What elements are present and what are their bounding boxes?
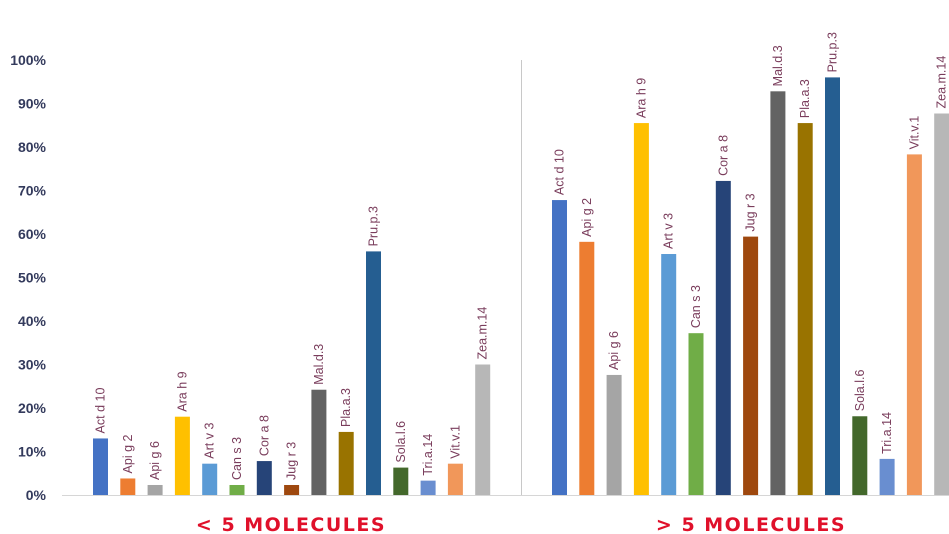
bar-label: Act d 10 (553, 149, 567, 195)
bar-label: Sola.l.6 (394, 421, 408, 463)
bar-label: Pru.p.3 (367, 206, 381, 246)
bar-label: Api g 6 (607, 331, 621, 370)
bar-label: Jug r 3 (285, 442, 299, 480)
bar (633, 123, 649, 495)
y-tick-label: 80% (18, 139, 47, 155)
bar (475, 364, 491, 495)
bar-label: Jug r 3 (744, 193, 758, 231)
y-tick-label: 50% (18, 270, 47, 286)
bar-label: Can s 3 (689, 285, 703, 328)
bar (366, 251, 381, 495)
bar-label: Api g 2 (580, 198, 594, 237)
bar (256, 461, 272, 495)
bar (934, 113, 949, 495)
y-tick-label: 40% (18, 313, 47, 329)
bar-label: Ara h 9 (634, 78, 648, 118)
bar (579, 241, 595, 495)
bar-label: Cor a 8 (257, 415, 271, 456)
bar (229, 484, 245, 495)
bar-label: Pla.a.3 (798, 79, 812, 118)
bar (797, 123, 813, 495)
bar (338, 431, 354, 495)
bar (420, 480, 436, 495)
bar (447, 463, 463, 495)
bar (120, 478, 136, 495)
bar (393, 467, 409, 495)
bar-label: Tri.a.14 (421, 434, 435, 476)
bar (715, 180, 731, 495)
y-axis: 0% 10% 20% 30% 40% 50% 60% 70% 80% 90% 100% (10, 52, 46, 503)
bar (743, 236, 759, 496)
bar-label: Mal.d.3 (771, 45, 785, 86)
group-labels: < 5 MOLECULES > 5 MOLECULES (196, 514, 846, 534)
bar (852, 416, 868, 495)
y-tick-label: 100% (10, 52, 46, 68)
bar-label: Zea.m.14 (935, 56, 949, 109)
bar-label: Tri.a.14 (880, 412, 894, 454)
bar-label: Can s 3 (230, 437, 244, 480)
y-tick-label: 60% (18, 226, 47, 242)
bar (552, 200, 567, 495)
bar-label: Ara h 9 (175, 371, 189, 411)
bar-label: Vit.v.1 (907, 116, 921, 150)
bar (688, 333, 704, 495)
bar-label: Api g 2 (121, 435, 135, 474)
y-tick-label: 0% (26, 487, 47, 503)
bar-label: Act d 10 (94, 388, 108, 434)
y-tick-label: 10% (18, 444, 47, 460)
bar (93, 438, 108, 495)
y-tick-label: 70% (18, 183, 47, 199)
group-label: > 5 MOLECULES (656, 514, 846, 534)
bar-label: Api g 6 (148, 441, 162, 480)
bar-label: Cor a 8 (716, 135, 730, 176)
bar-label: Zea.m.14 (476, 307, 490, 360)
bar (147, 484, 163, 495)
bar-label: Pru.p.3 (826, 32, 840, 72)
y-tick-label: 30% (18, 357, 47, 373)
bar (311, 389, 327, 495)
y-tick-label: 20% (18, 400, 47, 416)
bar (606, 374, 622, 495)
bar (770, 91, 786, 495)
bar (661, 254, 677, 495)
bar-label: Art v 3 (203, 423, 217, 459)
bar-label: Art v 3 (662, 213, 676, 249)
bar (825, 77, 840, 496)
bars (93, 77, 949, 496)
bar-label: Mal.d.3 (312, 344, 326, 385)
y-tick-label: 90% (18, 96, 47, 112)
bar (284, 484, 300, 495)
bar (174, 416, 190, 495)
bar (202, 463, 218, 495)
bar-labels: Act d 10 Api g 2 Api g 6 Ara h 9 Art v 3 Can … (94, 32, 949, 480)
bar-label: Sola.l.6 (853, 370, 867, 412)
bar-label: Pla.a.3 (339, 388, 353, 427)
bar-label: Vit.v.1 (448, 425, 462, 459)
group-label: < 5 MOLECULES (196, 514, 386, 534)
bar (879, 458, 895, 495)
bar (906, 154, 922, 495)
